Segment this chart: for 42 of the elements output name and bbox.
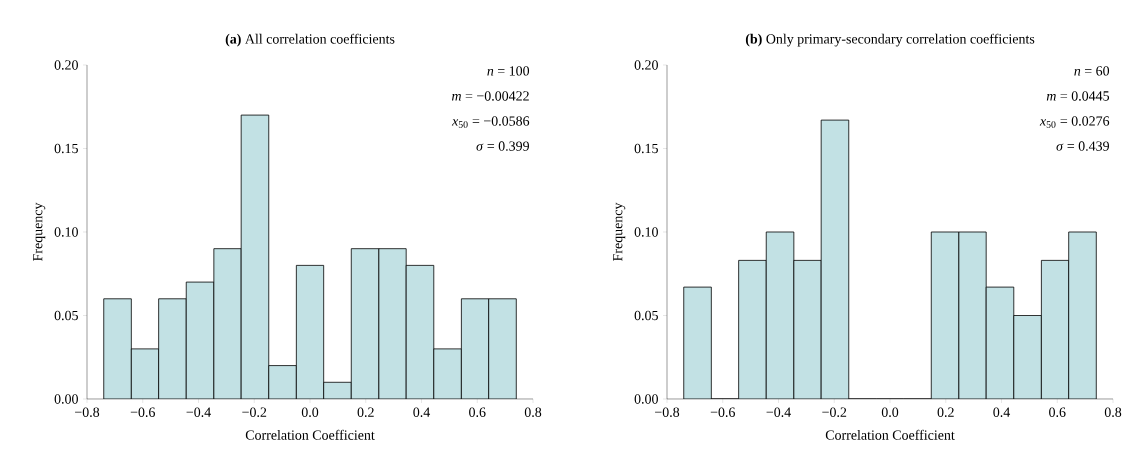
annotation: m = −0.00422 <box>451 91 529 101</box>
x-tick-label: 0.4 <box>993 407 1011 417</box>
y-axis-title: Frequency <box>613 202 626 262</box>
x-tick-label: 0.6 <box>469 407 486 417</box>
x-tick-label: −0.8 <box>75 407 100 417</box>
y-tick-label: 0.20 <box>54 60 78 70</box>
x-tick-label: 0.0 <box>881 407 899 417</box>
chart-title: (a) All correlation coefficients <box>225 33 395 47</box>
y-tick-label: 0.00 <box>54 394 78 404</box>
x-tick-label: 0.6 <box>1049 407 1066 417</box>
y-tick-label: 0.10 <box>634 227 658 237</box>
x-tick-label: −0.6 <box>710 407 735 417</box>
x-tick-label: 0.2 <box>357 407 374 417</box>
y-axis-title: Frequency <box>33 202 46 262</box>
y-tick-label: 0.05 <box>634 310 658 321</box>
y-tick-label: 0.20 <box>634 60 658 70</box>
x-tick-label: −0.4 <box>766 407 791 417</box>
annotation: m = 0.0445 <box>1046 91 1110 101</box>
x-tick-label: −0.2 <box>242 407 267 417</box>
x-tick-label: −0.8 <box>655 407 680 417</box>
x-tick-label: 0.8 <box>524 407 542 417</box>
y-tick-label: 0.10 <box>54 227 78 237</box>
y-tick-label: 0.15 <box>54 143 78 154</box>
y-tick-label: 0.15 <box>634 143 658 154</box>
annotation: σ = 0.439 <box>1056 141 1110 151</box>
x-tick-label: 0.2 <box>937 407 954 417</box>
annotation: n = 100 <box>487 66 530 76</box>
annotation: x$_{50}$ = −0.0586 <box>451 116 530 128</box>
x-tick-label: −0.2 <box>822 407 847 417</box>
annotation: σ = 0.399 <box>476 141 530 151</box>
annotation: n = 60 <box>1074 66 1110 76</box>
x-tick-label: −0.4 <box>186 407 211 417</box>
y-tick-label: 0.05 <box>54 310 78 321</box>
x-tick-label: −0.6 <box>130 407 155 417</box>
x-tick-label: 0.8 <box>1104 407 1122 417</box>
x-tick-label: 0.0 <box>301 407 319 417</box>
chart-title: (b) Only primary-secondary correlation coefficients <box>745 33 1035 47</box>
x-tick-label: 0.4 <box>413 407 431 417</box>
x-axis-title: Correlation Coefficient <box>825 429 955 440</box>
annotation: x$_{50}$ = 0.0276 <box>1039 116 1110 128</box>
x-axis-title: Correlation Coefficient <box>245 429 375 440</box>
y-tick-label: 0.00 <box>634 394 658 404</box>
